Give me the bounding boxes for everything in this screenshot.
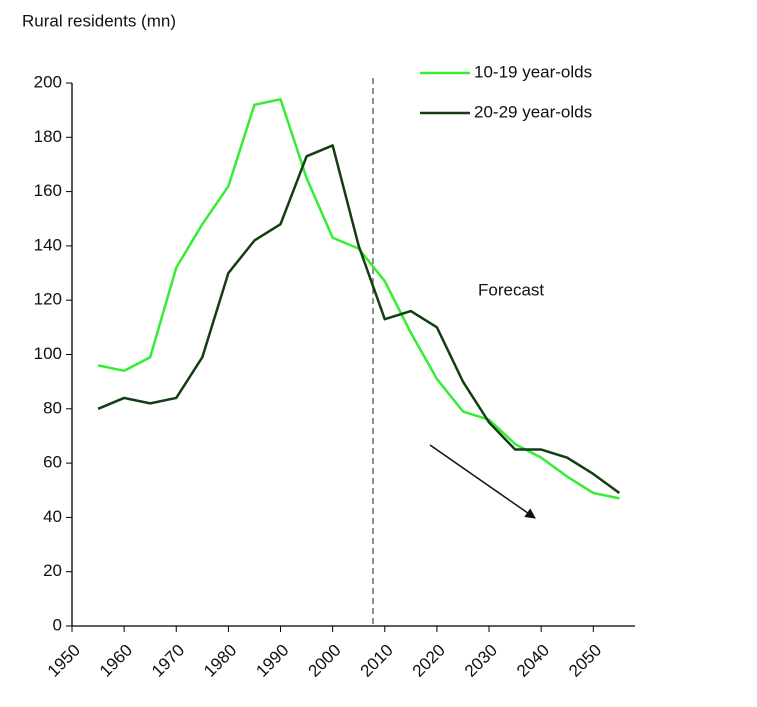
legend-label: 10-19 year-olds [474, 62, 592, 81]
y-tick-label: 120 [34, 290, 62, 309]
trend-arrow [429, 444, 536, 519]
y-tick-label: 40 [43, 507, 62, 526]
x-tick-label: 2000 [304, 641, 344, 681]
annotation: Forecast [478, 280, 544, 299]
y-tick-label: 200 [34, 72, 62, 91]
y-tick-label: 180 [34, 127, 62, 146]
y-tick-label: 20 [43, 561, 62, 580]
y-tick-label: 0 [53, 615, 62, 634]
y-tick-label: 140 [34, 235, 62, 254]
legend-label: 20-29 year-olds [474, 102, 592, 121]
x-tick-label: 1970 [148, 641, 188, 681]
x-tick-label: 1990 [252, 641, 292, 681]
y-tick-label: 80 [43, 398, 62, 417]
x-tick-label: 1950 [44, 641, 84, 681]
x-tick-label: 1960 [96, 641, 136, 681]
y-tick-label: 160 [34, 181, 62, 200]
x-tick-label: 2010 [357, 641, 397, 681]
x-tick-label: 2050 [565, 641, 605, 681]
x-tick-label: 2030 [461, 641, 501, 681]
series-line [97, 144, 621, 494]
x-tick-label: 2040 [513, 641, 553, 681]
x-tick-label: 1980 [200, 641, 240, 681]
x-tick-label: 2020 [409, 641, 449, 681]
y-tick-label: 100 [34, 344, 62, 363]
y-tick-label: 60 [43, 453, 62, 472]
y-axis-label: Rural residents (mn) [22, 11, 176, 30]
